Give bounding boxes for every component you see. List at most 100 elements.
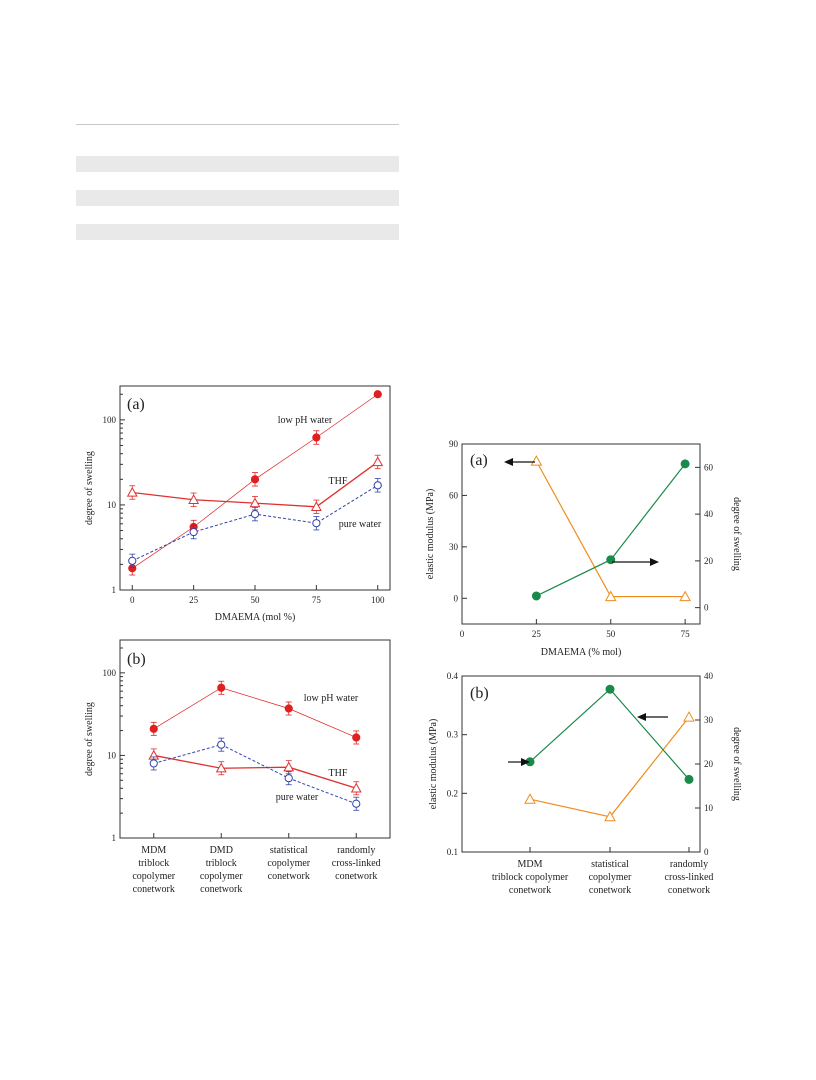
data-point [128,556,137,565]
table-band-row [76,190,399,206]
x-axis-label: DMAEMA (mol %) [215,612,296,623]
data-point [189,527,198,537]
right-y-tick-label: 0 [704,603,709,613]
x-category-label: MDM [517,859,542,870]
data-point [531,591,541,601]
table-band-row [76,156,399,172]
data-point [249,497,261,508]
x-category-label: MDM [141,845,166,856]
data-point [283,761,295,772]
left-y-axis-label: elastic modulus (MPa) [428,719,439,810]
x-tick-label: 75 [312,595,322,605]
x-category-label: copolymer [200,871,243,882]
data-point [310,501,322,512]
data-point [680,459,690,469]
data-point [284,774,293,783]
x-category-label: copolymer [132,871,175,882]
plot-frame [461,443,701,625]
series-line [153,687,357,738]
data-point [604,590,617,602]
left-y-axis-label: elastic modulus (MPa) [425,489,436,580]
x-category-label: conetwork [133,884,175,895]
right-y-tick-label: 40 [704,671,714,681]
series-label-low-ph-water: low pH water [304,693,359,704]
right-y-tick-label: 40 [704,509,714,519]
x-tick-label: 25 [532,629,542,639]
left-y-tick-label: 30 [449,542,459,552]
right-y-tick-label: 20 [704,759,714,769]
panel-label: (a) [127,396,145,413]
series-line [153,744,357,805]
left-y-tick-label: 0.4 [447,671,459,681]
x-tick-label: 50 [606,629,616,639]
right-y-tick-label: 60 [704,462,714,472]
x-category-label: randomly [670,859,708,870]
x-category-label: copolymer [589,872,632,883]
data-point [149,759,158,768]
plot-frame [119,639,391,839]
data-point [530,455,543,466]
series-label-pure-water: pure water [276,792,319,803]
y-tick-label: 10 [107,500,117,510]
right-y-axis-label: degree of swelling [731,727,742,801]
y-axis-label: degree of swelling [84,702,95,776]
data-point [373,481,382,490]
data-point [350,782,362,793]
data-point [683,711,695,722]
x-category-label: statistical [591,859,629,870]
data-point [149,724,158,733]
data-point [604,810,616,822]
data-point [250,475,260,484]
data-point [352,799,361,808]
x-tick-label: 75 [681,629,691,639]
y-axis-label: degree of swelling [84,451,95,525]
table-band-row [76,224,399,240]
x-category-label: conetwork [509,885,551,896]
x-category-label: DMD [210,845,233,856]
left-y-tick-label: 0.1 [447,847,458,857]
y-tick-label: 1 [112,585,117,595]
data-point [684,774,694,784]
left-axis-arrow [504,458,535,466]
left-y-tick-label: 90 [449,439,459,449]
x-category-label: conetwork [268,871,310,882]
data-point [188,494,200,504]
data-point [372,456,384,467]
x-category-label: conetwork [668,885,710,896]
panel-label: (b) [127,651,146,668]
left-axis-arrow [637,713,668,721]
x-category-label: statistical [270,845,308,856]
data-point [250,510,260,519]
data-point [126,486,138,497]
x-category-label: randomly [337,845,375,856]
right-y-tick-label: 10 [704,803,714,813]
x-tick-label: 100 [371,595,385,605]
data-point [217,683,226,692]
plot-frame [461,675,701,853]
y-tick-label: 10 [107,750,117,760]
x-category-label: conetwork [200,884,242,895]
series-label-thf: THF [329,476,348,487]
series-label-pure-water: pure water [339,519,382,530]
panel-label: (b) [470,685,489,702]
left-y-tick-label: 0 [454,593,459,603]
left-y-tick-label: 0.3 [447,730,459,740]
series-line [153,754,357,789]
series-label-low-ph-water: low pH water [278,415,333,426]
data-point [352,733,361,742]
y-tick-label: 100 [103,668,117,678]
x-category-label: triblock [206,858,237,869]
x-tick-label: 0 [460,629,465,639]
y-tick-label: 100 [103,415,117,425]
x-axis-label: DMAEMA (% mol) [541,647,622,658]
x-category-label: conetwork [589,885,631,896]
x-category-label: cross-linked [665,872,714,883]
data-point [312,519,321,528]
data-point [312,433,321,442]
x-category-label: triblock [138,858,169,869]
x-category-label: conetwork [335,871,377,882]
x-category-label: copolymer [267,858,310,869]
data-point [679,590,691,602]
